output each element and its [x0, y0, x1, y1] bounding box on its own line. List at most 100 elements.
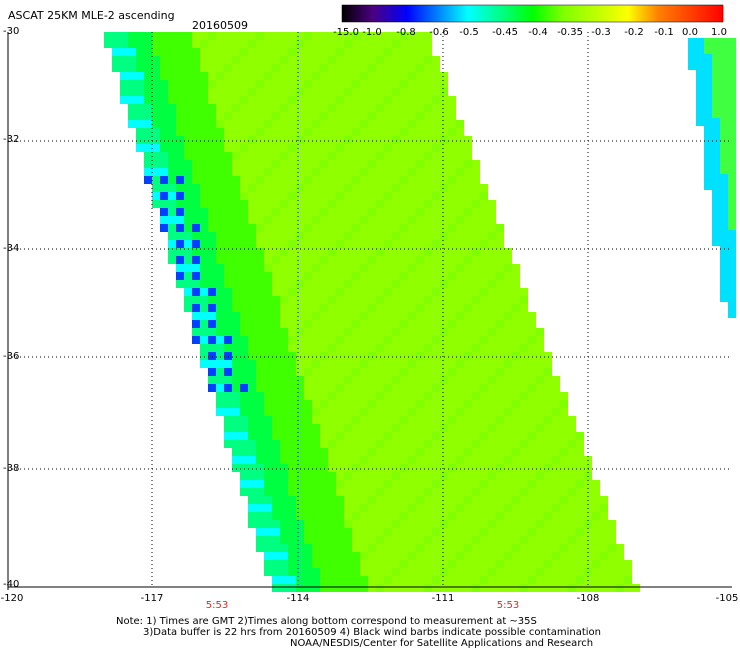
swath-cell	[352, 368, 360, 376]
swath-cell	[248, 40, 256, 48]
swath-cell	[568, 416, 576, 424]
swath-cell	[184, 256, 192, 264]
swath-cell	[248, 336, 256, 344]
swath-cell	[344, 384, 352, 392]
swath-cell	[240, 96, 248, 104]
swath-cell	[512, 344, 520, 352]
swath-cell	[168, 256, 176, 264]
swath-cell	[432, 344, 440, 352]
swath-cell	[512, 400, 520, 408]
swath-cell	[440, 376, 448, 384]
swath-cell	[224, 400, 232, 408]
swath-cell	[536, 336, 544, 344]
swath-cell	[296, 88, 304, 96]
swath-cell	[264, 536, 272, 544]
swath-cell	[288, 208, 296, 216]
swath-cell	[592, 504, 600, 512]
swath-cell	[376, 208, 384, 216]
swath-cell	[712, 46, 720, 54]
swath-cell	[360, 320, 368, 328]
swath-cell	[560, 416, 568, 424]
swath-cell	[728, 78, 736, 86]
swath-cell	[304, 176, 312, 184]
swath-cell	[448, 264, 456, 272]
swath-cell	[368, 528, 376, 536]
swath-cell	[576, 488, 584, 496]
swath-cell	[360, 408, 368, 416]
swath-cell	[352, 144, 360, 152]
swath-cell	[360, 360, 368, 368]
swath-cell	[200, 168, 208, 176]
swath-cell	[304, 464, 312, 472]
swath-cell	[488, 336, 496, 344]
swath-cell	[344, 408, 352, 416]
swath-cell	[304, 160, 312, 168]
swath-cell	[432, 112, 440, 120]
swath-cell	[512, 488, 520, 496]
swath-cell	[272, 576, 280, 584]
swath-cell	[728, 102, 736, 110]
swath-cell	[280, 488, 288, 496]
swath-cell	[128, 80, 136, 88]
swath-cell	[392, 296, 400, 304]
swath-cell	[352, 48, 360, 56]
swath-cell	[696, 62, 704, 70]
swath-cell	[336, 136, 344, 144]
swath-cell	[520, 544, 528, 552]
swath-cell	[400, 272, 408, 280]
swath-cell	[528, 584, 536, 592]
swath-cell	[192, 336, 200, 344]
swath-cell	[400, 352, 408, 360]
swath-cell	[552, 432, 560, 440]
swath-cell	[272, 280, 280, 288]
swath-cell	[312, 280, 320, 288]
swath-cell	[288, 88, 296, 96]
swath-cell	[488, 504, 496, 512]
swath-cell	[728, 206, 736, 214]
swath-cell	[152, 144, 160, 152]
swath-cell	[272, 496, 280, 504]
swath-cell	[728, 110, 736, 118]
swath-cell	[504, 400, 512, 408]
swath-cell	[472, 320, 480, 328]
swath-cell	[432, 496, 440, 504]
swath-cell	[408, 408, 416, 416]
swath-cell	[312, 232, 320, 240]
swath-cell	[520, 368, 528, 376]
swath-cell	[360, 240, 368, 248]
swath-cell	[416, 216, 424, 224]
swath-cell	[232, 176, 240, 184]
swath-cell	[224, 328, 232, 336]
swath-cell	[272, 128, 280, 136]
swath-cell	[336, 64, 344, 72]
swath-cell	[536, 480, 544, 488]
swath-cell	[296, 528, 304, 536]
swath-cell	[272, 384, 280, 392]
swath-cell	[304, 88, 312, 96]
swath-cell	[536, 352, 544, 360]
swath-cell	[288, 80, 296, 88]
swath-cell	[432, 248, 440, 256]
swath-cell	[496, 304, 504, 312]
swath-cell	[216, 328, 224, 336]
swath-cell	[320, 464, 328, 472]
swath-cell	[440, 576, 448, 584]
swath-cell	[240, 480, 248, 488]
swath-cell	[416, 368, 424, 376]
swath-cell	[240, 368, 248, 376]
swath-cell	[536, 568, 544, 576]
swath-cell	[384, 264, 392, 272]
swath-cell	[160, 32, 168, 40]
swath-cell	[192, 56, 200, 64]
swath-cell	[304, 568, 312, 576]
swath-cell	[432, 584, 440, 592]
swath-cell	[496, 480, 504, 488]
swath-cell	[488, 240, 496, 248]
swath-cell	[552, 552, 560, 560]
swath-cell	[272, 408, 280, 416]
swath-cell	[360, 376, 368, 384]
swath-cell	[448, 192, 456, 200]
swath-cell	[472, 280, 480, 288]
swath-cell	[536, 496, 544, 504]
swath-cell	[264, 568, 272, 576]
